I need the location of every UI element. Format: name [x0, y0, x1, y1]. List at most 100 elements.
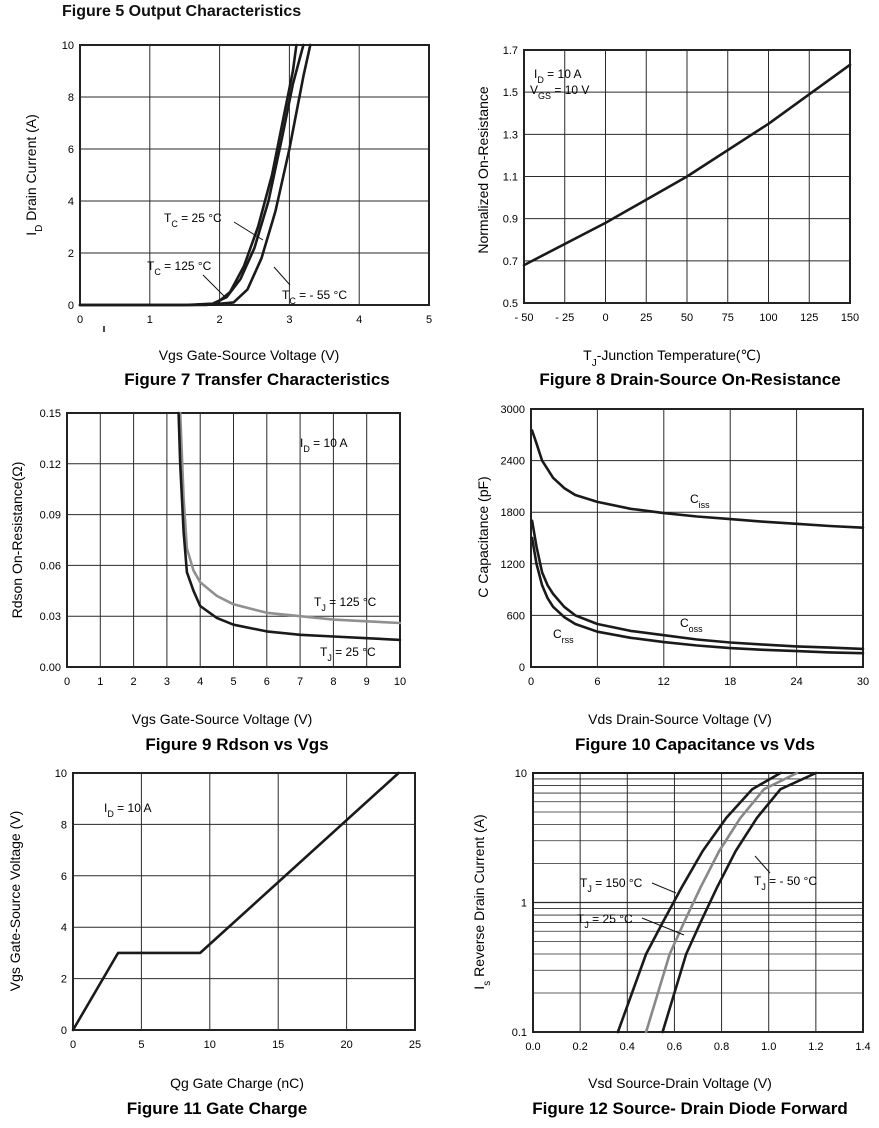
x-tick-label: 100	[759, 312, 777, 324]
x-tick-label: 4	[356, 314, 362, 326]
y-tick-label: 0.1	[512, 1027, 527, 1039]
x-tick-label: 18	[724, 676, 736, 688]
chart-caption: Figure 12 Source- Drain Diode Forward	[532, 1099, 848, 1118]
annotation-id: ID = 10 A	[300, 436, 348, 454]
y-tick-label: 2	[68, 248, 74, 260]
x-tick-label: 125	[800, 312, 818, 324]
annotation-arrow	[651, 882, 677, 894]
annotation-tj-150: TJ = 150 °C	[580, 876, 643, 894]
chart-rdson-vs-vgs: 0 1 2 3 4 5 6 7 8 9 10 0.00 0.03 0.06 0.09 0.12 0.15 Rds…	[9, 408, 406, 754]
y-tick-label: 0.7	[503, 256, 518, 268]
y-tick-label: 6	[68, 144, 74, 156]
x-tick-label: 15	[272, 1039, 284, 1051]
chart-on-resistance-vs-temp: - 50 - 25 0 25 50 75 100 125 150 0.5 0.7 0.9 1.1 1.3 1…	[475, 45, 859, 389]
x-tick-label: 0.4	[620, 1041, 635, 1053]
annotation-tj-minus50: TJ = - 50 °C	[754, 874, 817, 892]
y-axis-label: Is Reverse Drain Current (A)	[471, 814, 493, 989]
x-tick-label: 0.8	[714, 1041, 729, 1053]
y-tick-label: 2	[61, 974, 67, 986]
y-tick-label: 0.5	[503, 298, 518, 310]
x-axis-label: Vgs Gate-Source Voltage (V)	[159, 347, 340, 363]
y-axis-label: Vgs Gate-Source Voltage (V)	[7, 811, 23, 992]
x-tick-label: 75	[722, 312, 734, 324]
chart-caption: Figure 9 Rdson vs Vgs	[145, 735, 328, 754]
annotation-arrow	[641, 917, 685, 936]
y-tick-label: 0.9	[503, 214, 518, 226]
annotation-tc-25: TC = 25 °C	[164, 211, 222, 229]
x-tick-label: 20	[340, 1039, 352, 1051]
y-tick-label: 1800	[501, 507, 525, 519]
series-line-0	[522, 63, 852, 267]
annotation-tj-25: TJ = 25 °C	[320, 645, 376, 663]
y-tick-label: 1200	[501, 559, 525, 571]
y-axis-label: ID Drain Current (A)	[23, 114, 45, 236]
annotation-arrow	[233, 221, 264, 241]
annotation-vgs: VGS = 10 V	[530, 83, 589, 101]
annotation-id: ID = 10 A	[534, 67, 582, 85]
y-tick-label: 0	[519, 662, 525, 674]
x-axis-label: Vds Drain-Source Voltage (V)	[588, 711, 772, 727]
annotation-tj-25: TJ = 25 °C	[577, 912, 633, 930]
y-tick-label: 1.1	[503, 172, 518, 184]
series-line-2	[78, 43, 312, 307]
x-tick-label: 50	[681, 312, 693, 324]
y-axis-label: Rdson On-Resistance(Ω)	[9, 462, 25, 619]
annotation-ciss: Ciss	[690, 492, 710, 510]
y-tick-label: 8	[61, 819, 67, 831]
x-tick-label: 5	[426, 314, 432, 326]
page-header: Figure 5 Output Characteristics	[62, 3, 302, 20]
y-tick-label: 1	[521, 898, 527, 910]
x-tick-label: 24	[790, 676, 802, 688]
chart-transfer-characteristics: 0 1 2 3 4 5 0 2 4 6 8 10 ID Drain Current (A) Vgs G…	[23, 40, 432, 389]
x-tick-label: 3	[286, 314, 292, 326]
x-tick-label: 2	[131, 676, 137, 688]
x-tick-label: 8	[330, 676, 336, 688]
annotation-coss: Coss	[680, 616, 703, 634]
annotation-tj-125: TJ = 125 °C	[314, 595, 377, 613]
y-tick-label: 0.09	[40, 510, 61, 522]
y-tick-label: 600	[507, 610, 525, 622]
x-axis-label: Vgs Gate-Source Voltage (V)	[132, 711, 313, 727]
x-tick-label: 12	[658, 676, 670, 688]
y-tick-label: 0.15	[40, 408, 61, 420]
plot-frame	[72, 772, 416, 1031]
x-tick-label: 7	[297, 676, 303, 688]
x-tick-label: 25	[640, 312, 652, 324]
x-tick-label: 0.2	[572, 1041, 587, 1053]
annotation-arrow	[273, 266, 291, 286]
series-line-1	[644, 771, 799, 1034]
y-tick-label: 6	[61, 871, 67, 883]
annotation-arrow	[202, 274, 226, 298]
x-tick-label: 10	[394, 676, 406, 688]
x-tick-label: 4	[197, 676, 203, 688]
y-tick-label: 1.5	[503, 87, 518, 99]
chart-capacitance-vs-vds: 0 6 12 18 24 30 0 600 1200 1800 2400 3000 C Capacit…	[475, 404, 869, 754]
x-tick-label: 0	[77, 314, 83, 326]
x-tick-label: 3	[164, 676, 170, 688]
x-tick-label: 1.4	[855, 1041, 870, 1053]
y-tick-label: 4	[68, 196, 74, 208]
annotation-arrow	[754, 855, 771, 874]
y-tick-label: 1.7	[503, 45, 518, 57]
x-tick-label: 1.0	[761, 1041, 776, 1053]
y-tick-label: 1.3	[503, 129, 518, 141]
y-tick-label: 0	[61, 1025, 67, 1037]
chart-caption: Figure 11 Gate Charge	[127, 1099, 307, 1118]
y-tick-label: 0.00	[40, 662, 61, 674]
x-tick-label: 2	[217, 314, 223, 326]
y-tick-label: 0	[68, 300, 74, 312]
y-tick-label: 10	[55, 768, 67, 780]
x-tick-label: 5	[230, 676, 236, 688]
x-tick-label: 150	[841, 312, 859, 324]
chart-diode-forward: 0.0 0.2 0.4 0.6 0.8 1.0 1.2 1.4 0.1 1 10 Is Revers…	[471, 768, 871, 1118]
x-tick-label: 0	[64, 676, 70, 688]
x-tick-label: 1	[147, 314, 153, 326]
y-tick-label: 3000	[501, 404, 525, 416]
y-tick-label: 4	[61, 922, 67, 934]
x-tick-label: 0	[602, 312, 608, 324]
x-tick-label: 5	[138, 1039, 144, 1051]
chart-caption: Figure 8 Drain-Source On-Resistance	[539, 370, 840, 389]
x-tick-label: 25	[409, 1039, 421, 1051]
series-line-2	[530, 536, 865, 655]
series-line-2	[661, 771, 818, 1034]
